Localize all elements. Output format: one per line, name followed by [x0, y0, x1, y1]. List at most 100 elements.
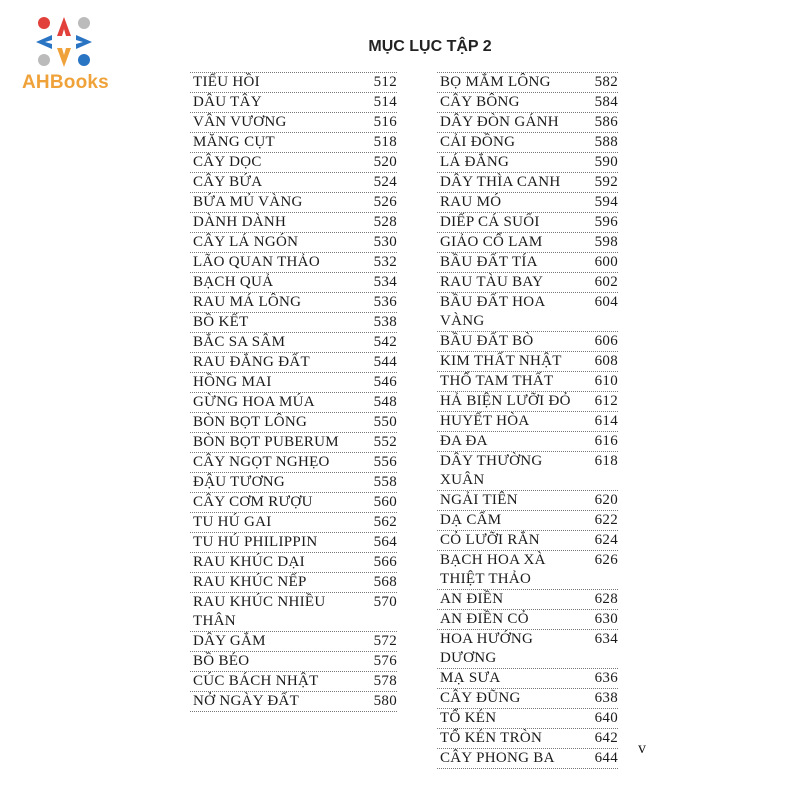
entry-page: 610: [594, 373, 618, 389]
entry-page: 546: [373, 374, 397, 390]
entry-page: 636: [594, 670, 618, 686]
toc-entry: CÂY NGỌT NGHẸO 556: [190, 453, 397, 473]
entry-page: 622: [594, 512, 618, 528]
toc-entry: CỎ LƯỠI RẮN 624: [437, 531, 618, 551]
entry-page: 618: [594, 453, 618, 469]
toc-entry: DẠ CẨM 622: [437, 511, 618, 531]
entry-page: 534: [373, 274, 397, 290]
toc-entry: CÂY BÔNG 584: [437, 93, 618, 113]
toc-entry: BÒN BỌT LÔNG 550: [190, 413, 397, 433]
entry-title: CỎ LƯỠI RẮN: [440, 532, 540, 548]
entry-title: DÀNH DÀNH: [193, 214, 287, 230]
entry-title: CÂY ĐŨNG: [440, 690, 521, 706]
entry-title: VÂN VƯƠNG: [193, 114, 287, 130]
ahbooks-logo: AHBooks: [22, 14, 109, 94]
entry-page: 612: [594, 393, 618, 409]
entry-title: DÂU TÂY: [193, 94, 262, 110]
toc-entry: RAU KHÚC NHIỀU THÂN 570: [190, 593, 397, 632]
entry-page: 538: [373, 314, 397, 330]
entry-title: BẦU ĐẤT BÒ: [440, 333, 534, 349]
entry-title: LÃO QUAN THẢO: [193, 254, 320, 270]
entry-title: CẢI ĐỒNG: [440, 134, 516, 150]
entry-title: BỌ MẮM LÔNG: [440, 74, 551, 90]
entry-page: 514: [373, 94, 397, 110]
page-title: MỤC LỤC TẬP 2: [368, 38, 492, 55]
entry-page: 512: [373, 74, 397, 90]
entry-title: MĂNG CỤT: [193, 134, 275, 150]
entry-title: THỔ TAM THẤT: [440, 373, 554, 389]
entry-page: 600: [594, 254, 618, 270]
toc-entry: HUYẾT HÒA 614: [437, 412, 618, 432]
toc-entry: CẢI ĐỒNG 588: [437, 133, 618, 153]
toc-entry: AN ĐIỀN 628: [437, 590, 618, 610]
entry-page: 608: [594, 353, 618, 369]
entry-title: DÂY ĐÒN GÁNH: [440, 114, 559, 130]
entry-page: 516: [373, 114, 397, 130]
entry-page: 566: [373, 554, 397, 570]
entry-page: 644: [594, 750, 618, 766]
toc-entry: DÂY ĐÒN GÁNH 586: [437, 113, 618, 133]
page-number: v: [638, 740, 646, 757]
entry-page: 598: [594, 234, 618, 250]
entry-page: 642: [594, 730, 618, 746]
entry-page: 572: [373, 633, 397, 649]
entry-page: 582: [594, 74, 618, 90]
entry-title: RAU KHÚC NHIỀU THÂN: [193, 594, 326, 629]
toc-entry: DÂY THÌA CANH 592: [437, 173, 618, 193]
entry-title: CÂY LÁ NGÓN: [193, 234, 299, 250]
entry-page: 552: [373, 434, 397, 450]
entry-page: 606: [594, 333, 618, 349]
entry-page: 640: [594, 710, 618, 726]
entry-title: TỔ KÉN TRÒN: [440, 730, 543, 746]
entry-title: CÂY NGỌT NGHẸO: [193, 454, 330, 470]
toc-entry: CÂY PHONG BA 644: [437, 749, 618, 769]
entry-page: 614: [594, 413, 618, 429]
toc-entry: RAU KHÚC NẾP 568: [190, 573, 397, 593]
entry-title: RAU KHÚC DẠI: [193, 554, 305, 570]
entry-title: RAU MÁ LÔNG: [193, 294, 302, 310]
toc-entry: BỒ BÉO 576: [190, 652, 397, 672]
toc-entry: BẦU ĐẤT HOA VÀNG 604: [437, 293, 618, 332]
entry-page: 616: [594, 433, 618, 449]
entry-title: AN ĐIỀN: [440, 591, 504, 607]
entry-page: 550: [373, 414, 397, 430]
entry-title: DÂY GẮM: [193, 633, 266, 649]
entry-page: 556: [373, 454, 397, 470]
toc-entry: BẦU ĐẤT BÒ 606: [437, 332, 618, 352]
entry-page: 588: [594, 134, 618, 150]
toc-entry: TIỂU HỒI 512: [190, 73, 397, 93]
entry-title: ĐẬU TƯƠNG: [193, 474, 285, 490]
entry-page: 548: [373, 394, 397, 410]
toc-entry: ĐẬU TƯƠNG 558: [190, 473, 397, 493]
toc-entry: NGẢI TIÊN 620: [437, 491, 618, 511]
entry-title: BẦU ĐẤT HOA VÀNG: [440, 294, 545, 329]
entry-title: DIẾP CÁ SUỐI: [440, 214, 540, 230]
toc-entry: MĂNG CỤT 518: [190, 133, 397, 153]
entry-title: BẦU ĐẤT TÍA: [440, 254, 538, 270]
toc-entry: CÂY DỌC 520: [190, 153, 397, 173]
toc-entry: THỔ TAM THẤT 610: [437, 372, 618, 392]
entry-title: DÂY THÌA CANH: [440, 174, 561, 190]
toc-entry: BẮC SA SÂM 542: [190, 333, 397, 353]
toc-entry: KIM THẤT NHẬT 608: [437, 352, 618, 372]
entry-title: TIỂU HỒI: [193, 74, 260, 90]
entry-page: 584: [594, 94, 618, 110]
entry-title: HẢ BIỆN LƯỠI ĐỎ: [440, 393, 571, 409]
entry-title: DÂY THƯỜNG XUÂN: [440, 453, 543, 488]
toc-entry: HOA HƯỚNG DƯƠNG 634: [437, 630, 618, 669]
toc-entry: BỨA MỦ VÀNG 526: [190, 193, 397, 213]
entry-page: 530: [373, 234, 397, 250]
toc-entry: BỒ KẾT 538: [190, 313, 397, 333]
toc-entry: BẠCH QUẢ 534: [190, 273, 397, 293]
toc-entry: GỪNG HOA MÚA 548: [190, 393, 397, 413]
entry-page: 518: [373, 134, 397, 150]
entry-title: BỨA MỦ VÀNG: [193, 194, 303, 210]
entry-page: 558: [373, 474, 397, 490]
entry-page: 626: [594, 552, 618, 568]
entry-title: GỪNG HOA MÚA: [193, 394, 315, 410]
entry-title: BÒN BỌT PUBERUM: [193, 434, 339, 450]
entry-title: HỒNG MAI: [193, 374, 272, 390]
entry-page: 576: [373, 653, 397, 669]
entry-page: 580: [373, 693, 397, 709]
toc-entry: HỒNG MAI 546: [190, 373, 397, 393]
